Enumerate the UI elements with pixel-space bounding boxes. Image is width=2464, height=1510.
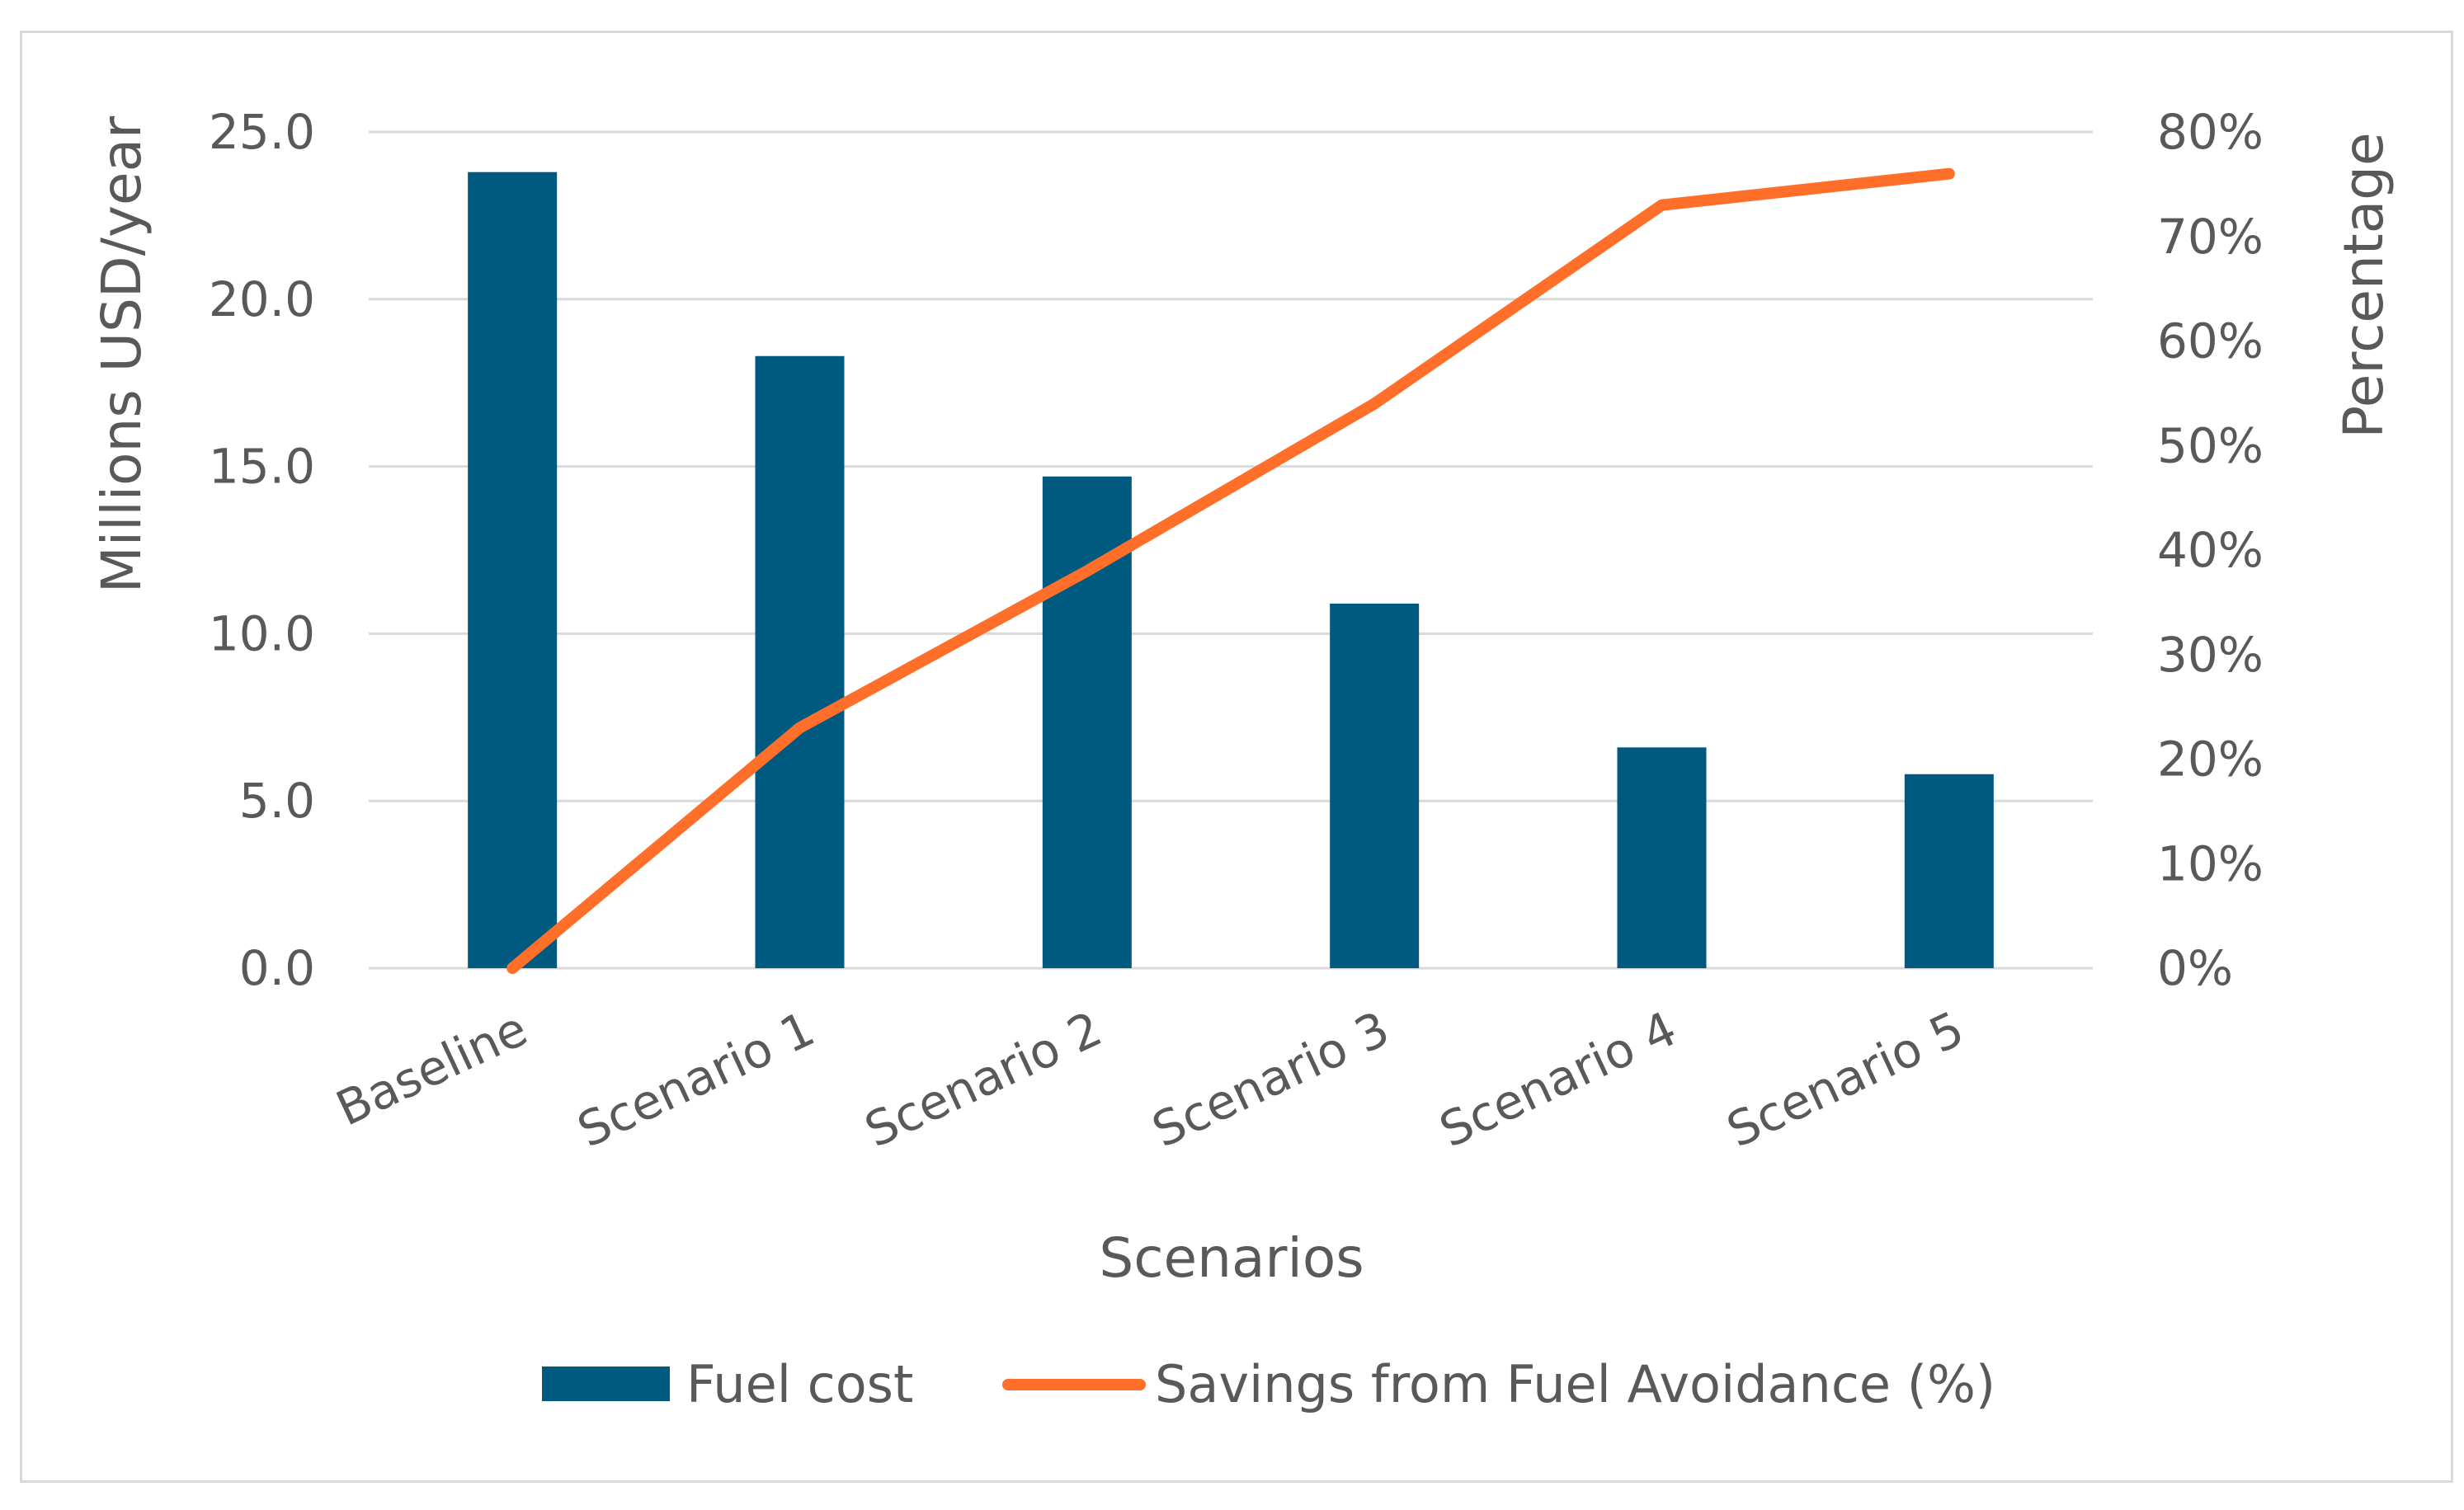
y2-tick-label: 70% [2157, 209, 2264, 265]
legend-swatch-fuel-cost [542, 1367, 670, 1401]
y-tick-label: 20.0 [209, 271, 315, 327]
bar [1330, 603, 1420, 968]
legend-label-fuel-cost: Fuel cost [686, 1354, 913, 1414]
y-tick-label: 0.0 [239, 940, 315, 996]
x-tick-label: Scenario 2 [856, 1000, 1110, 1159]
x-tick-label: Scenario 3 [1144, 1000, 1397, 1159]
chart-frame: 0.0 5.0 10.0 15.0 20.0 25.0 0% 10% 20% 30% 40% 50%… [20, 31, 2453, 1483]
legend-label-savings: Savings from Fuel Avoidance (%) [1155, 1354, 1995, 1414]
y2-tick-label: 30% [2157, 627, 2264, 683]
line-point [1373, 402, 1376, 405]
x-tick-label: Scenario 4 [1431, 1000, 1684, 1159]
y-tick-label: 10.0 [209, 605, 315, 661]
series-line [506, 167, 1955, 974]
right-axis-ticks: 0% 10% 20% 30% 40% 50% 60% 70% 80% [2157, 104, 2264, 996]
y-tick-label: 25.0 [209, 104, 315, 160]
x-tick-label: Baseline [327, 1000, 535, 1137]
legend: Fuel cost Savings from Fuel Avoidance (%… [542, 1354, 1995, 1414]
y2-tick-label: 10% [2157, 835, 2264, 891]
bar-series-fuel-cost [468, 172, 1994, 968]
y2-tick-label: 0% [2157, 940, 2233, 996]
line-point [1948, 172, 1950, 175]
line-point [1086, 570, 1088, 572]
fuel-cost-chart: 0.0 5.0 10.0 15.0 20.0 25.0 0% 10% 20% 30% 40% 50%… [90, 104, 2396, 1414]
y2-tick-label: 60% [2157, 313, 2264, 369]
line-point [799, 727, 801, 729]
bar [1617, 747, 1707, 968]
x-axis-title: Scenarios [1099, 1226, 1364, 1290]
bar [755, 355, 845, 968]
left-axis-ticks: 0.0 5.0 10.0 15.0 20.0 25.0 [209, 104, 315, 996]
x-tick-label: Scenario 1 [569, 1000, 822, 1159]
line-series-savings [506, 167, 1955, 974]
y2-tick-label: 50% [2157, 417, 2264, 473]
line-point [511, 967, 514, 969]
x-tick-label: Scenario 5 [1718, 1000, 1972, 1159]
x-axis-ticks: Baseline Scenario 1 Scenario 2 Scenario 3 Sc… [327, 1000, 1972, 1159]
bar [468, 172, 558, 968]
y-axis-title: Millions USD/year [90, 115, 153, 593]
y-tick-label: 15.0 [209, 439, 315, 495]
y2-tick-label: 20% [2157, 731, 2264, 788]
y2-tick-label: 80% [2157, 104, 2264, 160]
line-point [1661, 204, 1663, 206]
bar [1904, 774, 1994, 968]
y-tick-label: 5.0 [239, 773, 315, 829]
gridlines [369, 130, 2093, 970]
y2-tick-label: 40% [2157, 522, 2264, 578]
y2-axis-title: Percentage [2332, 132, 2396, 438]
